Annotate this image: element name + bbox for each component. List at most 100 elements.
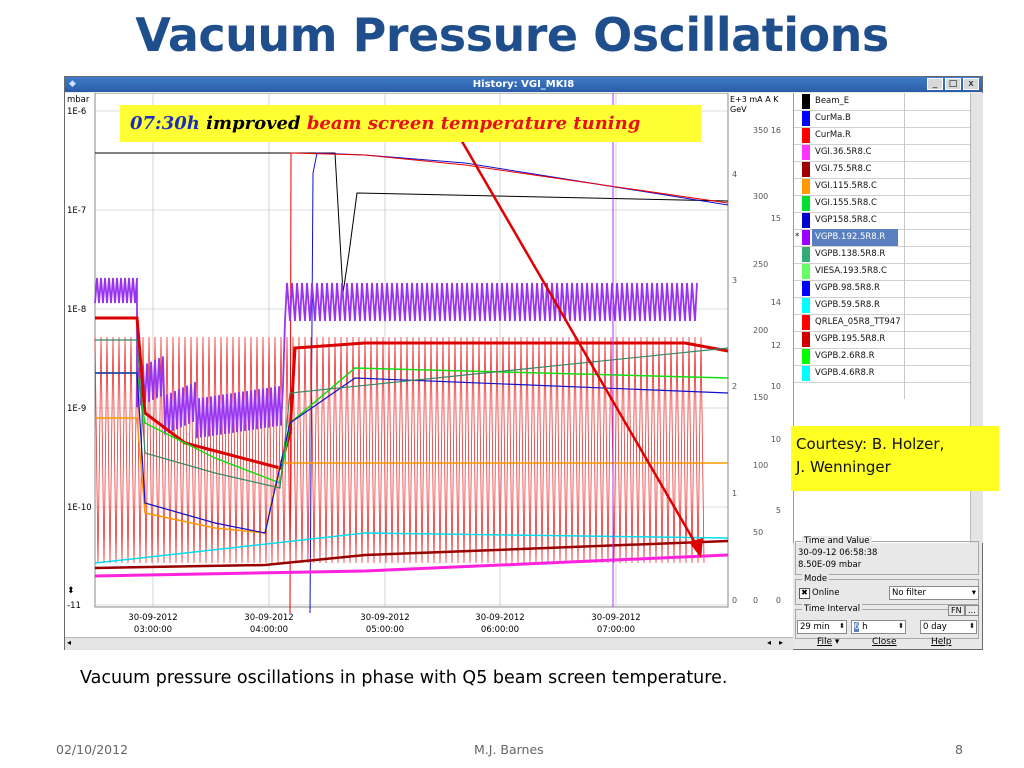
days-value: 0 day	[923, 622, 947, 632]
minutes-stepper-icon[interactable]: ⬍	[839, 622, 845, 630]
minimize-button[interactable]: _	[927, 78, 943, 90]
right-axis-label: 2	[732, 382, 737, 391]
legend-item[interactable]: * VGPB.192.5R8.R	[794, 229, 970, 247]
days-stepper-icon[interactable]: ⬍	[969, 622, 975, 630]
x-tick-time: 03:00:00	[134, 625, 172, 635]
y-tick-label: 1E-9	[67, 404, 86, 414]
legend-label: VGI.75.5R8.C	[815, 164, 872, 174]
y-tick-label: -11	[67, 601, 81, 611]
right-axis-label: 14	[771, 298, 781, 307]
history-window: ◆ History: VGI_MKI8 _ □ x mbar 1E-6 1E-7 1E…	[64, 76, 983, 650]
fn-button[interactable]: FN	[948, 605, 965, 616]
legend-item[interactable]: QRLEA_05R8_TT947	[794, 314, 970, 332]
legend-label: VGPB.192.5R8.R	[815, 232, 886, 242]
help-menu[interactable]: Help	[931, 637, 952, 647]
legend-swatch	[802, 366, 810, 381]
trace-vgpb-192	[94, 277, 698, 439]
legend-label: VGI.155.5R8.C	[815, 198, 877, 208]
close-window-button[interactable]: x	[963, 78, 979, 90]
right-axis-label: 15	[771, 214, 781, 223]
value-readout: 8.50E-09 mbar	[798, 560, 862, 570]
window-titlebar[interactable]: ◆ History: VGI_MKI8 _ □ x	[65, 77, 982, 92]
y-tick-label: 1E-7	[67, 206, 86, 216]
legend-swatch	[802, 179, 810, 194]
legend-item[interactable]: VIESA.193.5R8.C	[794, 263, 970, 281]
right-axis-label: 300	[753, 192, 768, 201]
hours-stepper-icon[interactable]: ⬍	[898, 622, 904, 630]
history-plot[interactable]: mbar 1E-6 1E-7 1E-8 1E-9 1E-10 -11 30-09-2012 03…	[65, 93, 793, 637]
right-axis-label: 100	[753, 461, 768, 470]
legend-item[interactable]: VGI.36.5R8.C	[794, 144, 970, 162]
trace-vgi-115	[95, 417, 728, 534]
x-tick-time: 05:00:00	[366, 625, 404, 635]
legend-swatch	[802, 349, 810, 364]
time-value-label: Time and Value	[802, 536, 872, 546]
slide-caption: Vacuum pressure oscillations in phase wi…	[80, 668, 728, 688]
legend-item[interactable]: VGPB.195.5R8.R	[794, 331, 970, 349]
legend-label: VGPB.4.6R8.R	[815, 368, 875, 378]
legend-swatch	[802, 298, 810, 313]
x-tick-date: 30-09-2012	[244, 613, 293, 623]
online-checkbox[interactable]: ✖	[799, 588, 810, 599]
minutes-field[interactable]: 29 min ⬍	[797, 620, 847, 634]
scroll-right-icon[interactable]: ▸	[779, 638, 784, 647]
days-field[interactable]: 0 day ⬍	[920, 620, 977, 634]
x-tick-date: 30-09-2012	[591, 613, 640, 623]
legend-column-divider	[904, 93, 905, 399]
right-axis-label: 250	[753, 260, 768, 269]
legend-swatch	[802, 281, 810, 296]
scroll-start-icon[interactable]: ◂	[767, 638, 772, 647]
filter-value: No filter	[892, 588, 927, 598]
time-readout: 30-09-12 06:58:38	[798, 548, 878, 558]
legend-label: VGPB.59.5R8.R	[815, 300, 880, 310]
footer-page: 8	[955, 742, 963, 757]
right-axis-label: 3	[732, 276, 737, 285]
plot-scrollbar[interactable]: ◂ ◂ ▸	[65, 637, 793, 650]
legend-item[interactable]: VGPB.98.5R8.R	[794, 280, 970, 298]
legend-item[interactable]: VGPB.2.6R8.R	[794, 348, 970, 366]
legend-item[interactable]: CurMa.R	[794, 127, 970, 145]
legend-item[interactable]: VGI.115.5R8.C	[794, 178, 970, 196]
legend-selection-highlight: VGPB.192.5R8.R	[812, 229, 898, 246]
maximize-button[interactable]: □	[945, 78, 961, 90]
legend-label: QRLEA_05R8_TT947	[815, 317, 901, 327]
legend-item[interactable]: VGPB.4.6R8.R	[794, 365, 970, 383]
y-tick-label: 1E-8	[67, 305, 86, 315]
filter-select[interactable]: No filter ▾	[889, 586, 979, 600]
courtesy-line-2: J. Wenninger	[796, 458, 891, 476]
right-axis-label: 12	[771, 341, 781, 350]
legend-label: VGPB.195.5R8.R	[815, 334, 886, 344]
trace-vgi-36	[94, 553, 729, 578]
legend-item[interactable]: VGI.75.5R8.C	[794, 161, 970, 179]
legend-item[interactable]: CurMa.B	[794, 110, 970, 128]
legend-label: Beam_E	[815, 96, 850, 106]
x-tick-time: 04:00:00	[250, 625, 288, 635]
help-menu-label: Help	[931, 637, 952, 647]
legend-item[interactable]: VGPB.59.5R8.R	[794, 297, 970, 315]
legend-swatch	[802, 315, 810, 330]
right-axis-label: 0	[753, 596, 758, 605]
close-button-label: Close	[872, 637, 897, 647]
legend-swatch	[802, 213, 810, 228]
more-button[interactable]: ...	[965, 605, 979, 616]
legend-label: VIESA.193.5R8.C	[815, 266, 887, 276]
legend-selected-marker: *	[795, 232, 800, 242]
time-interval-group: Time Interval FN ... 29 min ⬍ 6 h ⬍ 0 day ⬍	[795, 604, 979, 639]
annotation-box: 07:30h improved beam screen temperature …	[120, 105, 701, 142]
close-button[interactable]: Close	[872, 637, 897, 647]
legend-item[interactable]: Beam_E	[794, 93, 970, 111]
plot-canvas[interactable]: mbar1E-61E-71E-81E-91E-10-1130-09-201203…	[65, 93, 793, 637]
legend-item[interactable]: VGI.155.5R8.C	[794, 195, 970, 213]
chevron-down-icon: ▾	[971, 588, 976, 598]
right-axis-label: 200	[753, 326, 768, 335]
legend-item[interactable]: VGP158.5R8.C	[794, 212, 970, 230]
legend-swatch	[802, 111, 810, 126]
hours-field[interactable]: 6 h ⬍	[851, 620, 906, 634]
file-menu[interactable]: File ▾	[817, 637, 840, 647]
legend-swatch	[802, 128, 810, 143]
scroll-left-icon[interactable]: ◂	[67, 638, 72, 647]
legend-label: VGI.36.5R8.C	[815, 147, 872, 157]
right-units-label: E+3 mA A K	[730, 95, 779, 104]
legend-item[interactable]: VGPB.138.5R8.R	[794, 246, 970, 264]
legend-label: VGI.115.5R8.C	[815, 181, 877, 191]
